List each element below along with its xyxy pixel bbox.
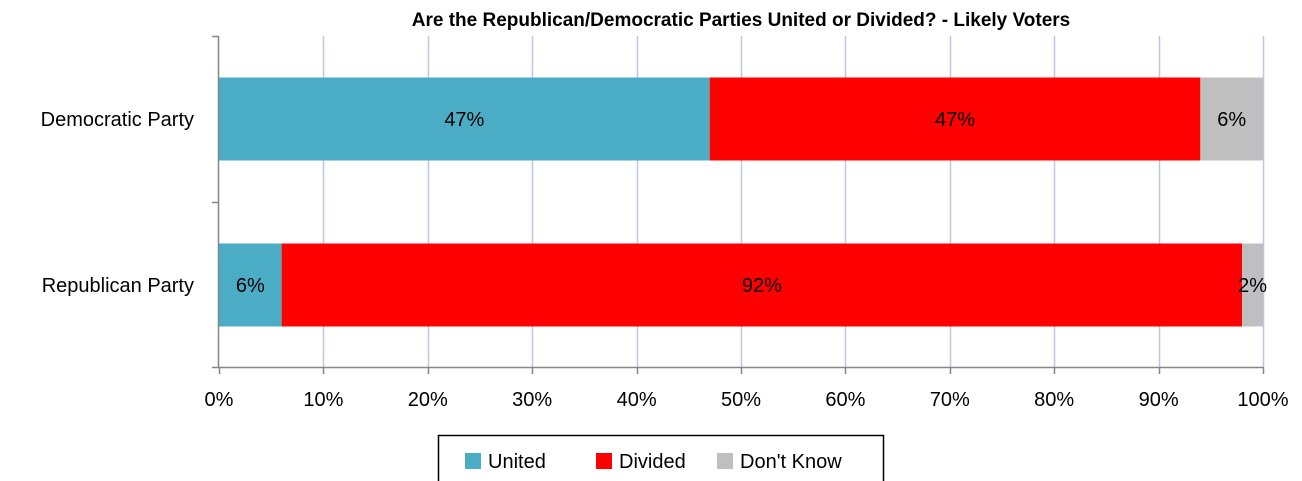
legend-label-don-t-know: Don't Know (740, 451, 842, 473)
legend-swatch-united (465, 453, 481, 469)
x-tick-label-10: 10% (303, 389, 343, 411)
legend-swatch-don-t-know (717, 453, 733, 469)
data-labels: 47% 47% 6% 6% 92% 2% (236, 109, 1267, 297)
legend-label-united: United (488, 451, 546, 473)
legend-swatch-divided (596, 453, 612, 469)
data-label-democratic-party-united: 47% (444, 109, 484, 131)
data-label-republican-party-don-t-know: 2% (1238, 275, 1267, 297)
legend-box (437, 434, 885, 481)
x-tick-label-70: 70% (930, 389, 970, 411)
x-tick-label-60: 60% (825, 389, 865, 411)
bar-democratic-party-united (219, 77, 710, 161)
bar-republican-party-divided (281, 243, 1243, 327)
bars (219, 77, 1263, 327)
x-tick-label-40: 40% (617, 389, 657, 411)
x-tick-label-30: 30% (512, 389, 552, 411)
x-tick-label-0: 0% (205, 389, 234, 411)
category-label-republican-party: Republican Party (42, 275, 194, 297)
axes: 0% 10% 20% 30% 40% 50% 60% 70% 80% 90% 100% Democra… (41, 35, 1289, 411)
x-tick-label-50: 50% (721, 389, 761, 411)
bar-democratic-party-divided (709, 77, 1201, 161)
category-label-democratic-party: Democratic Party (41, 109, 194, 131)
bar-democratic-party-don-t-know (1200, 77, 1263, 161)
x-tick-label-80: 80% (1034, 389, 1074, 411)
x-tick-label-20: 20% (408, 389, 448, 411)
data-label-democratic-party-don-t-know: 6% (1217, 109, 1246, 131)
bar-republican-party-united (219, 243, 282, 327)
chart-title: Are the Republican/Democratic Parties Un… (412, 10, 1071, 31)
bar-republican-party-don-t-know (1242, 243, 1263, 327)
legend-label-divided: Divided (619, 451, 686, 473)
data-label-democratic-party-divided: 47% (935, 109, 975, 131)
x-tick-label-90: 90% (1139, 389, 1179, 411)
data-label-republican-party-united: 6% (236, 275, 265, 297)
x-tick-label-100: 100% (1237, 389, 1288, 411)
legend: United Divided Don't Know (437, 434, 885, 481)
data-label-republican-party-divided: 92% (742, 275, 782, 297)
